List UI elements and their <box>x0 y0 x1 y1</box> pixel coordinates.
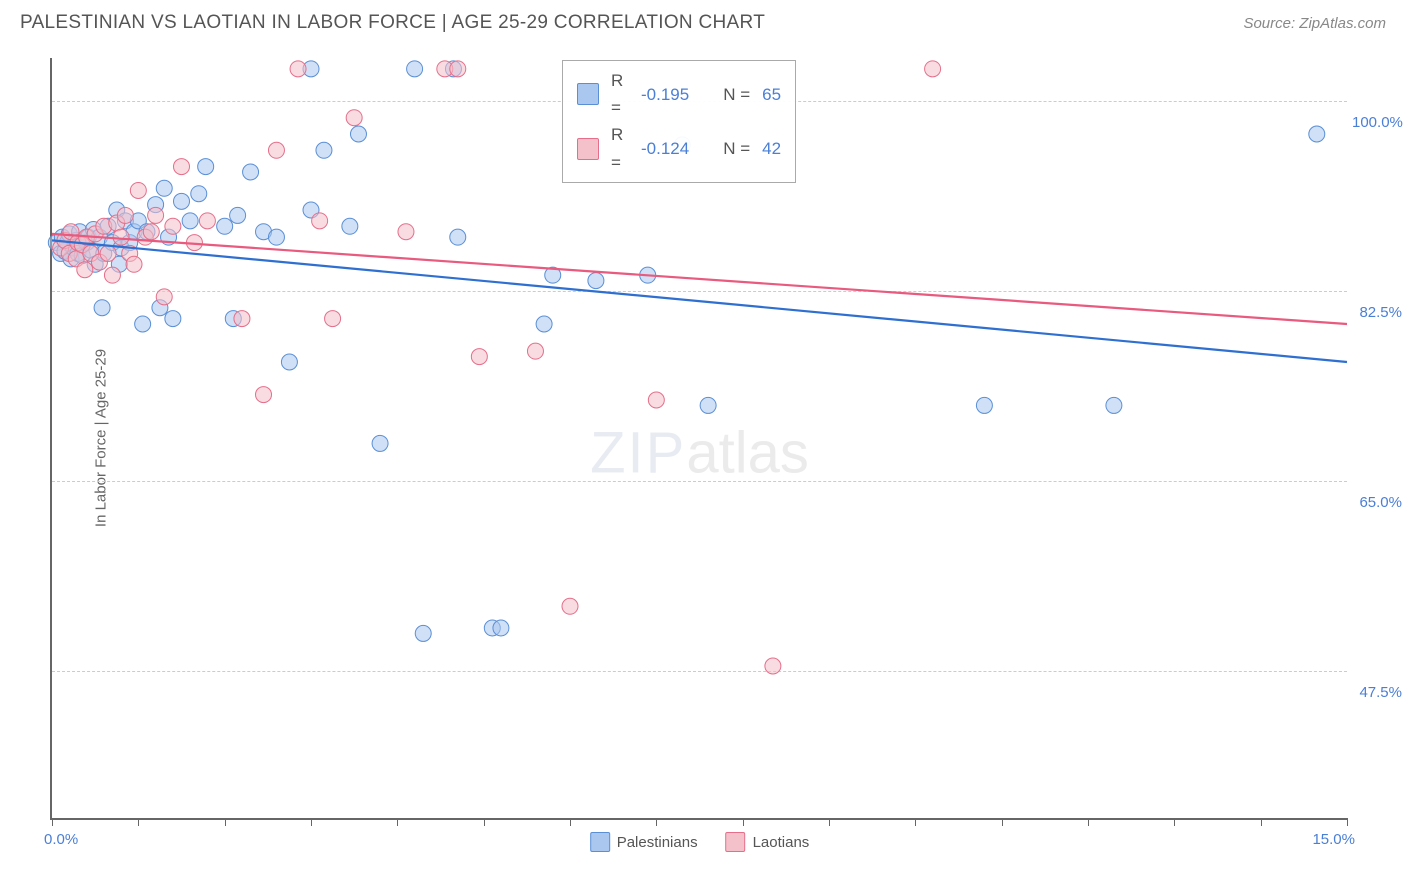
data-point <box>165 311 181 327</box>
data-point <box>117 207 133 223</box>
data-point <box>648 392 664 408</box>
x-tick <box>743 818 744 826</box>
data-point <box>1309 126 1325 142</box>
trend-line <box>52 240 1347 362</box>
x-tick <box>570 818 571 826</box>
swatch-palestinians <box>577 83 599 105</box>
x-tick <box>915 818 916 826</box>
data-point <box>113 229 129 245</box>
data-point <box>450 229 466 245</box>
x-tick <box>484 818 485 826</box>
data-point <box>407 61 423 77</box>
x-tick <box>1088 818 1089 826</box>
data-point <box>156 180 172 196</box>
data-point <box>156 289 172 305</box>
chart-title: PALESTINIAN VS LAOTIAN IN LABOR FORCE | … <box>20 12 765 34</box>
data-point <box>536 316 552 332</box>
data-point <box>243 164 259 180</box>
scatter-chart: In Labor Force | Age 25-29 ZIPatlas 47.5… <box>50 58 1347 820</box>
data-point <box>588 273 604 289</box>
data-point <box>281 354 297 370</box>
data-point <box>100 245 116 261</box>
x-tick <box>397 818 398 826</box>
data-point <box>94 300 110 316</box>
corr-row-laotians: R = -0.124 N = 42 <box>577 121 781 175</box>
data-point <box>165 218 181 234</box>
series-legend: Palestinians Laotians <box>590 832 810 852</box>
data-point <box>765 658 781 674</box>
data-point <box>148 207 164 223</box>
data-point <box>174 159 190 175</box>
data-point <box>493 620 509 636</box>
y-tick-label: 47.5% <box>1352 684 1402 701</box>
data-point <box>143 224 159 240</box>
data-point <box>700 397 716 413</box>
source-attribution: Source: ZipAtlas.com <box>1243 15 1386 32</box>
x-tick <box>1002 818 1003 826</box>
data-point <box>325 311 341 327</box>
correlation-legend: R = -0.195 N = 65 R = -0.124 N = 42 <box>562 60 796 183</box>
data-point <box>976 397 992 413</box>
x-tick <box>656 818 657 826</box>
legend-item-laotians: Laotians <box>726 832 810 852</box>
data-point <box>174 193 190 209</box>
data-point <box>130 182 146 198</box>
data-point <box>290 61 306 77</box>
trend-line <box>52 234 1347 324</box>
data-point <box>135 316 151 332</box>
data-point <box>182 213 198 229</box>
legend-swatch-palestinians <box>590 832 610 852</box>
data-point <box>471 349 487 365</box>
data-point <box>77 262 93 278</box>
legend-item-palestinians: Palestinians <box>590 832 698 852</box>
data-point <box>1106 397 1122 413</box>
legend-swatch-laotians <box>726 832 746 852</box>
data-point <box>198 159 214 175</box>
x-tick <box>1347 818 1348 826</box>
data-point <box>527 343 543 359</box>
data-point <box>346 110 362 126</box>
data-point <box>256 387 272 403</box>
x-tick <box>225 818 226 826</box>
data-point <box>925 61 941 77</box>
data-point <box>372 435 388 451</box>
x-tick <box>1261 818 1262 826</box>
data-point <box>398 224 414 240</box>
swatch-laotians <box>577 138 599 160</box>
data-point <box>562 598 578 614</box>
data-point <box>217 218 233 234</box>
data-point <box>268 142 284 158</box>
x-tick <box>829 818 830 826</box>
corr-row-palestinians: R = -0.195 N = 65 <box>577 67 781 121</box>
y-tick-label: 65.0% <box>1352 494 1402 511</box>
x-tick <box>311 818 312 826</box>
data-point <box>126 256 142 272</box>
data-point <box>268 229 284 245</box>
data-point <box>312 213 328 229</box>
x-max-label: 15.0% <box>1312 831 1355 848</box>
x-tick <box>52 818 53 826</box>
data-point <box>191 186 207 202</box>
data-point <box>415 625 431 641</box>
x-min-label: 0.0% <box>44 831 78 848</box>
x-tick <box>138 818 139 826</box>
data-point <box>199 213 215 229</box>
y-tick-label: 100.0% <box>1352 114 1402 131</box>
data-point <box>350 126 366 142</box>
y-tick-label: 82.5% <box>1352 304 1402 321</box>
data-point <box>104 267 120 283</box>
data-point <box>342 218 358 234</box>
data-point <box>316 142 332 158</box>
data-point <box>230 207 246 223</box>
data-point <box>450 61 466 77</box>
data-point <box>234 311 250 327</box>
x-tick <box>1174 818 1175 826</box>
